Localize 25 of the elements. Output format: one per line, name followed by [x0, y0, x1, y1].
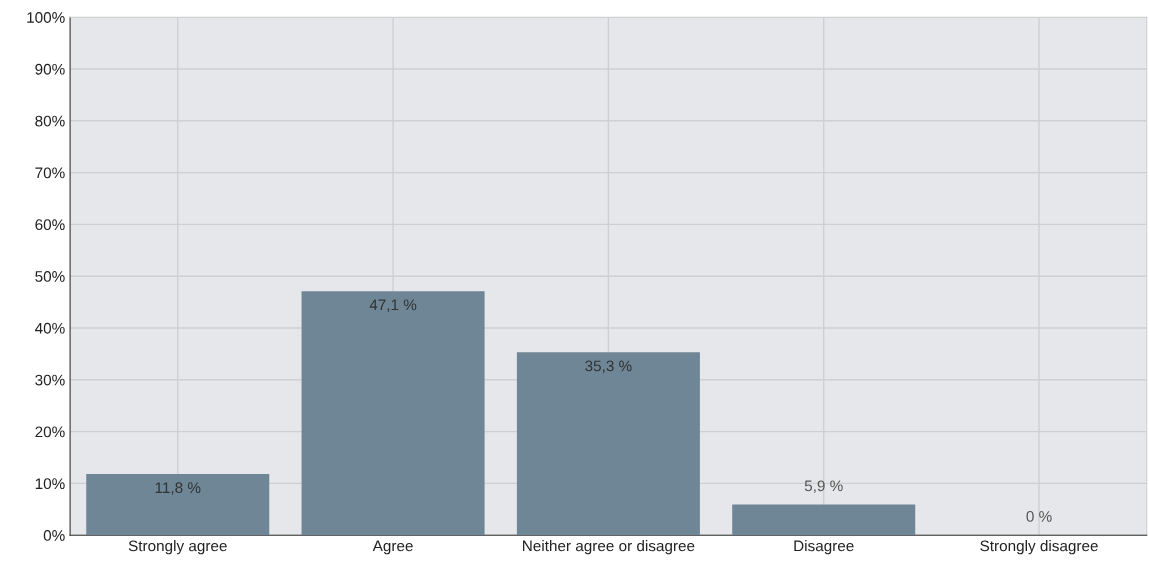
x-tick-label: Neither agree or disagree: [523, 540, 695, 555]
data-label: 11,8 %: [155, 482, 201, 495]
x-tick-label: Strongly agree: [128, 540, 227, 555]
x-tick-label: Strongly disagree: [980, 540, 1098, 555]
data-label: 47,1 %: [369, 299, 417, 312]
bar: [301, 291, 485, 536]
y-tick-label: 40%: [35, 322, 65, 334]
bar: [516, 352, 700, 536]
y-tick-label: 0%: [43, 530, 65, 541]
y-tick-label: 70%: [35, 167, 65, 179]
y-tick-label: 20%: [35, 426, 65, 438]
x-tick-label: Disagree: [794, 540, 854, 555]
x-tick-label: Agree: [372, 540, 413, 555]
y-tick-label: 30%: [35, 374, 65, 386]
data-label: 35,3 %: [585, 360, 632, 374]
data-label: 5,9 %: [804, 480, 843, 494]
y-tick-label: 80%: [35, 115, 65, 127]
y-tick-label: 60%: [35, 219, 65, 231]
y-tick-label: 90%: [35, 63, 65, 75]
y-tick-label: 50%: [35, 271, 65, 282]
y-tick-label: 100%: [27, 12, 65, 23]
bar: [86, 474, 270, 536]
y-tick-label: 10%: [35, 478, 65, 490]
bar: [732, 504, 916, 536]
data-label: 0 %: [1026, 510, 1052, 522]
